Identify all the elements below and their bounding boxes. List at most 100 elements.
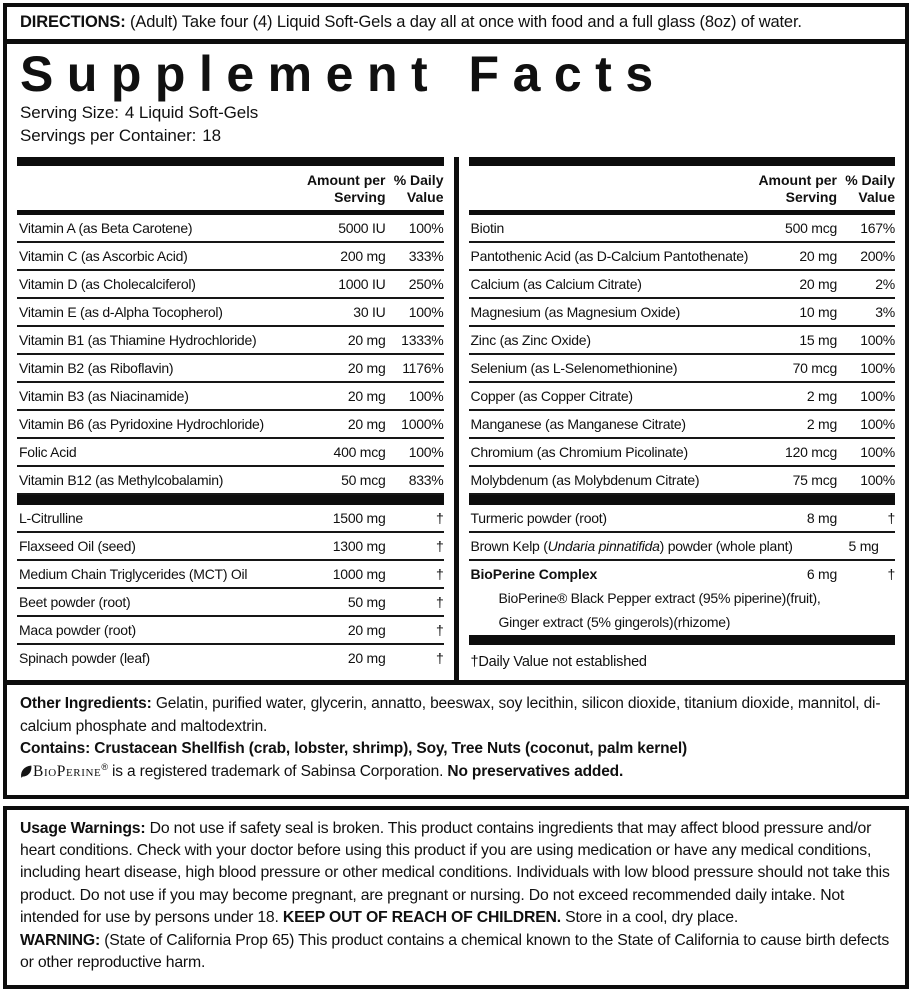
daily-value-footnote: †Daily Value not established (469, 645, 896, 680)
nutrient-name: Vitamin B3 (as Niacinamide) (17, 388, 300, 404)
nutrient-table-left: Amount per Serving % Daily Value Vitamin… (7, 157, 454, 679)
daily-value-cell: 100% (837, 416, 895, 432)
servings-label: Servings per Container: (20, 126, 196, 145)
daily-value-cell: † (837, 566, 895, 582)
daily-value-cell: 2% (837, 276, 895, 292)
amount-cell: 30 IU (300, 304, 386, 320)
amount-cell: 50 mg (300, 594, 386, 610)
table-row: Brown Kelp (Undaria pinnatifida) powder … (469, 533, 896, 561)
serving-size-value: 4 Liquid Soft-Gels (125, 103, 258, 122)
daily-value-cell: 167% (837, 220, 895, 236)
amount-cell: 2 mg (751, 388, 837, 404)
amount-cell: 20 mg (300, 388, 386, 404)
table-row: Spinach powder (leaf)20 mg† (17, 645, 444, 671)
daily-value-cell: 100% (837, 332, 895, 348)
daily-value-cell: 100% (837, 472, 895, 488)
nutrient-name: Vitamin B6 (as Pyridoxine Hydrochloride) (17, 416, 300, 432)
supplement-facts-label: DIRECTIONS: (Adult) Take four (4) Liquid… (3, 3, 909, 989)
amount-per-serving-header: Amount per Serving (751, 172, 837, 204)
box-gap (3, 799, 909, 806)
supplement-label-page: { "directions": { "label": "DIRECTIONS:"… (0, 0, 922, 967)
amount-cell: 20 mg (300, 416, 386, 432)
amount-cell: 20 mg (751, 276, 837, 292)
sub-ingredient-line: Ginger extract (5% gingerols)(rhizome) (469, 611, 896, 635)
table-row: Vitamin B1 (as Thiamine Hydrochloride)20… (17, 327, 444, 355)
other-ingredients-label: Other Ingredients: (20, 695, 152, 712)
table-row: Flaxseed Oil (seed)1300 mg† (17, 533, 444, 561)
amount-cell: 200 mg (300, 248, 386, 264)
daily-value-cell: 250% (386, 276, 444, 292)
daily-value-header: % Daily Value (386, 172, 444, 204)
label-main-box: DIRECTIONS: (Adult) Take four (4) Liquid… (3, 3, 909, 799)
directions-text: (Adult) Take four (4) Liquid Soft-Gels a… (126, 13, 802, 31)
nutrient-name: Zinc (as Zinc Oxide) (469, 332, 752, 348)
amount-cell: 5000 IU (300, 220, 386, 236)
nutrient-name: Brown Kelp (Undaria pinnatifida) powder … (469, 538, 793, 554)
nutrient-name: Turmeric powder (root) (469, 510, 752, 526)
daily-value-cell: 100% (837, 388, 895, 404)
supplement-facts-title: Supplement Facts (20, 48, 892, 101)
amount-cell: 20 mg (300, 332, 386, 348)
table-row: Chromium (as Chromium Picolinate)120 mcg… (469, 439, 896, 467)
nutrient-name: Vitamin C (as Ascorbic Acid) (17, 248, 300, 264)
amount-cell: 8 mg (751, 510, 837, 526)
nutrient-name: Pantothenic Acid (as D-Calcium Pantothen… (469, 248, 752, 264)
nutrient-name: Molybdenum (as Molybdenum Citrate) (469, 472, 752, 488)
daily-value-cell: † (386, 566, 444, 582)
bioperine-trademark-line: BioPerine® is a registered trademark of … (20, 761, 892, 785)
table-header-left: Amount per Serving % Daily Value (17, 166, 444, 209)
nutrient-name: Vitamin B1 (as Thiamine Hydrochloride) (17, 332, 300, 348)
directions-section: DIRECTIONS: (Adult) Take four (4) Liquid… (7, 7, 905, 39)
nutrient-name: Medium Chain Triglycerides (MCT) Oil (17, 566, 300, 582)
serving-size-row: Serving Size:4 Liquid Soft-Gels (20, 101, 892, 124)
nutrient-name: BioPerine Complex (469, 566, 752, 582)
nutrient-name: Vitamin A (as Beta Carotene) (17, 220, 300, 236)
amount-cell: 20 mg (300, 622, 386, 638)
daily-value-cell: † (879, 538, 922, 554)
nutrient-name: Vitamin B2 (as Riboflavin) (17, 360, 300, 376)
daily-value-cell: † (386, 650, 444, 666)
nutrient-name: Flaxseed Oil (seed) (17, 538, 300, 554)
servings-per-container-row: Servings per Container: 18 (20, 124, 892, 147)
daily-value-cell: 1333% (386, 332, 444, 348)
amount-cell: 20 mg (300, 360, 386, 376)
nutrient-tables: Amount per Serving % Daily Value Vitamin… (7, 157, 905, 679)
nutrient-name: Chromium (as Chromium Picolinate) (469, 444, 752, 460)
amount-cell: 400 mcg (300, 444, 386, 460)
nutrient-name: Calcium (as Calcium Citrate) (469, 276, 752, 292)
group-separator-bar (17, 495, 444, 505)
daily-value-cell: † (386, 538, 444, 554)
bioperine-sub-ingredients: BioPerine® Black Pepper extract (95% pip… (469, 587, 896, 635)
daily-value-cell: † (386, 510, 444, 526)
amount-cell: 6 mg (751, 566, 837, 582)
nutrient-name: Vitamin D (as Cholecalciferol) (17, 276, 300, 292)
table-row: Vitamin B6 (as Pyridoxine Hydrochloride)… (17, 411, 444, 439)
prop65-warning-text: (State of California Prop 65) This produ… (20, 932, 889, 971)
servings-value: 18 (202, 126, 221, 145)
amount-cell: 10 mg (751, 304, 837, 320)
amount-cell: 1000 mg (300, 566, 386, 582)
amount-cell: 1000 IU (300, 276, 386, 292)
bioperine-brand: BioPerine (33, 764, 101, 781)
group-separator-bar (469, 495, 896, 505)
daily-value-cell: † (386, 594, 444, 610)
table-header-right: Amount per Serving % Daily Value (469, 166, 896, 209)
amount-cell: 20 mg (751, 248, 837, 264)
amount-cell: 500 mcg (751, 220, 837, 236)
nutrient-name: Vitamin E (as d-Alpha Tocopherol) (17, 304, 300, 320)
amount-cell: 50 mcg (300, 472, 386, 488)
nutrient-name: Vitamin B12 (as Methylcobalamin) (17, 472, 300, 488)
